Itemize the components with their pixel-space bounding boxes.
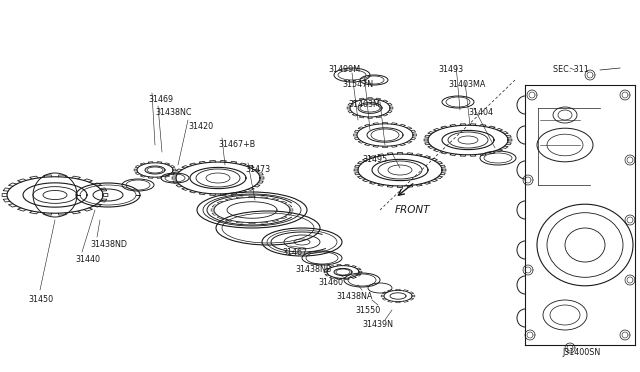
Text: 31438NB: 31438NB [295, 265, 332, 274]
Text: 31473: 31473 [245, 165, 270, 174]
Text: 31547N: 31547N [342, 80, 373, 89]
Text: 31403M: 31403M [348, 100, 380, 109]
Text: 31438NA: 31438NA [336, 292, 372, 301]
Text: SEC. 311: SEC. 311 [553, 65, 589, 74]
Text: J31400SN: J31400SN [562, 348, 600, 357]
Text: 31550: 31550 [355, 306, 380, 315]
Text: 31467+B: 31467+B [218, 140, 255, 149]
Text: 31450: 31450 [28, 295, 53, 304]
Text: 31404: 31404 [468, 108, 493, 117]
Text: 31467: 31467 [282, 248, 307, 257]
Text: 31420: 31420 [188, 122, 213, 131]
Text: FRONT: FRONT [395, 205, 431, 215]
Text: 31493: 31493 [438, 65, 463, 74]
Text: 31440: 31440 [75, 255, 100, 264]
Text: 31438ND: 31438ND [90, 240, 127, 249]
Text: 31499M: 31499M [328, 65, 360, 74]
Text: 31495: 31495 [362, 155, 387, 164]
Text: 31439N: 31439N [362, 320, 393, 329]
Text: 31438NC: 31438NC [155, 108, 191, 117]
Text: 31460: 31460 [318, 278, 343, 287]
Text: 31469: 31469 [148, 95, 173, 104]
Text: 31403MA: 31403MA [448, 80, 485, 89]
